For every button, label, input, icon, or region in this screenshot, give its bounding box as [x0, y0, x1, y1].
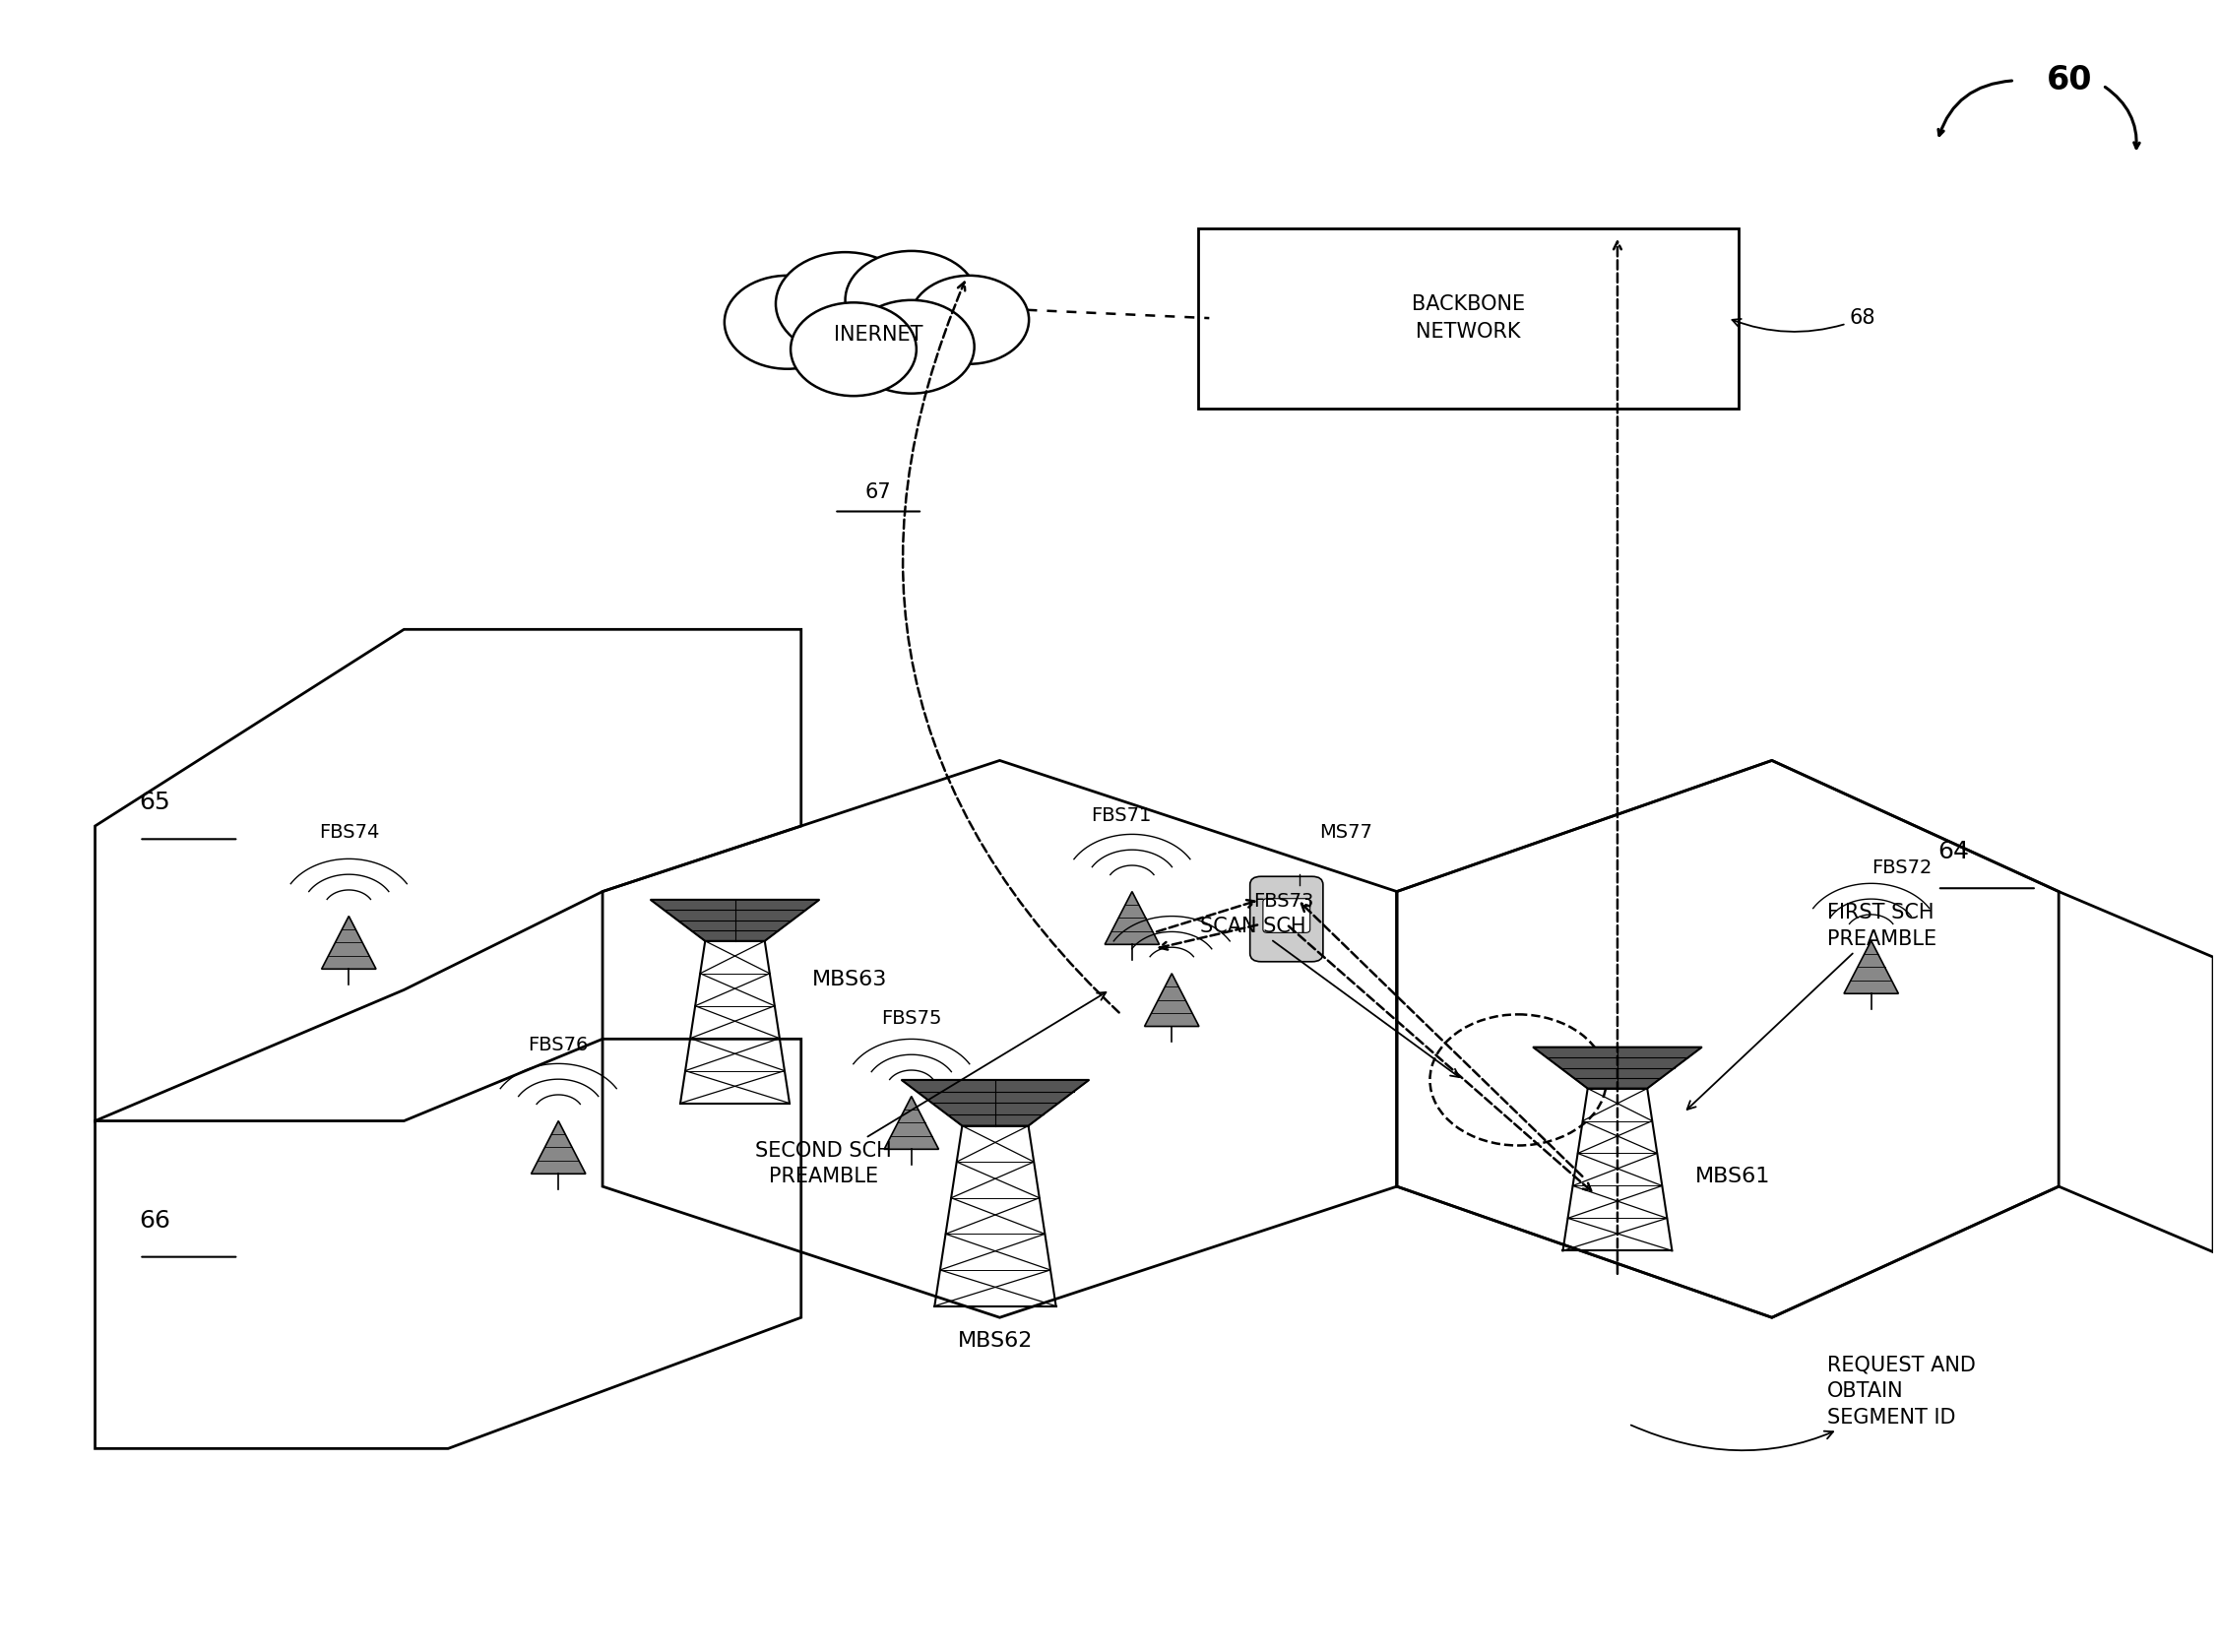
- FancyArrowPatch shape: [1157, 900, 1254, 932]
- FancyArrowPatch shape: [1288, 927, 1592, 1191]
- Text: SCAN SCH: SCAN SCH: [1201, 917, 1459, 1077]
- Circle shape: [910, 276, 1028, 363]
- Text: 60: 60: [2047, 64, 2093, 97]
- Circle shape: [724, 276, 850, 368]
- FancyArrowPatch shape: [1159, 925, 1257, 950]
- Text: 64: 64: [1938, 841, 1969, 864]
- Text: FBS71: FBS71: [1090, 806, 1152, 824]
- Polygon shape: [650, 900, 819, 942]
- Text: 65: 65: [140, 791, 171, 814]
- FancyArrowPatch shape: [904, 282, 1119, 1013]
- Text: FIRST SCH
PREAMBLE: FIRST SCH PREAMBLE: [1687, 904, 1936, 1110]
- Polygon shape: [884, 1097, 939, 1150]
- FancyArrowPatch shape: [1614, 241, 1621, 1274]
- FancyBboxPatch shape: [1263, 899, 1310, 933]
- Text: 67: 67: [866, 482, 892, 502]
- Polygon shape: [901, 1080, 1090, 1125]
- Polygon shape: [1534, 1047, 1703, 1089]
- Text: FBS73: FBS73: [1254, 892, 1314, 910]
- Polygon shape: [1106, 892, 1159, 945]
- Text: MBS62: MBS62: [957, 1330, 1032, 1350]
- Polygon shape: [531, 1122, 586, 1175]
- Text: MBS61: MBS61: [1694, 1166, 1769, 1186]
- Circle shape: [846, 251, 977, 349]
- Text: 68: 68: [1732, 309, 1876, 332]
- FancyArrowPatch shape: [1301, 904, 1583, 1176]
- Text: REQUEST AND
OBTAIN
SEGMENT ID: REQUEST AND OBTAIN SEGMENT ID: [1632, 1355, 1976, 1450]
- Text: MBS63: MBS63: [813, 970, 888, 990]
- Polygon shape: [322, 917, 375, 970]
- Polygon shape: [1845, 940, 1898, 993]
- Circle shape: [848, 301, 975, 393]
- Text: FBS72: FBS72: [1871, 859, 1931, 877]
- FancyBboxPatch shape: [1199, 228, 1738, 408]
- Text: BACKBONE
NETWORK: BACKBONE NETWORK: [1412, 294, 1525, 342]
- Circle shape: [775, 253, 915, 355]
- Polygon shape: [1146, 973, 1199, 1026]
- Text: FBS75: FBS75: [881, 1009, 941, 1028]
- Text: SECOND SCH
PREAMBLE: SECOND SCH PREAMBLE: [755, 993, 1106, 1186]
- Text: FBS74: FBS74: [320, 823, 380, 841]
- Text: 66: 66: [140, 1209, 171, 1232]
- Text: INERNET: INERNET: [835, 325, 924, 344]
- Text: MS77: MS77: [1319, 823, 1372, 841]
- FancyBboxPatch shape: [1250, 877, 1323, 961]
- Text: FBS76: FBS76: [528, 1036, 588, 1054]
- Circle shape: [790, 302, 917, 396]
